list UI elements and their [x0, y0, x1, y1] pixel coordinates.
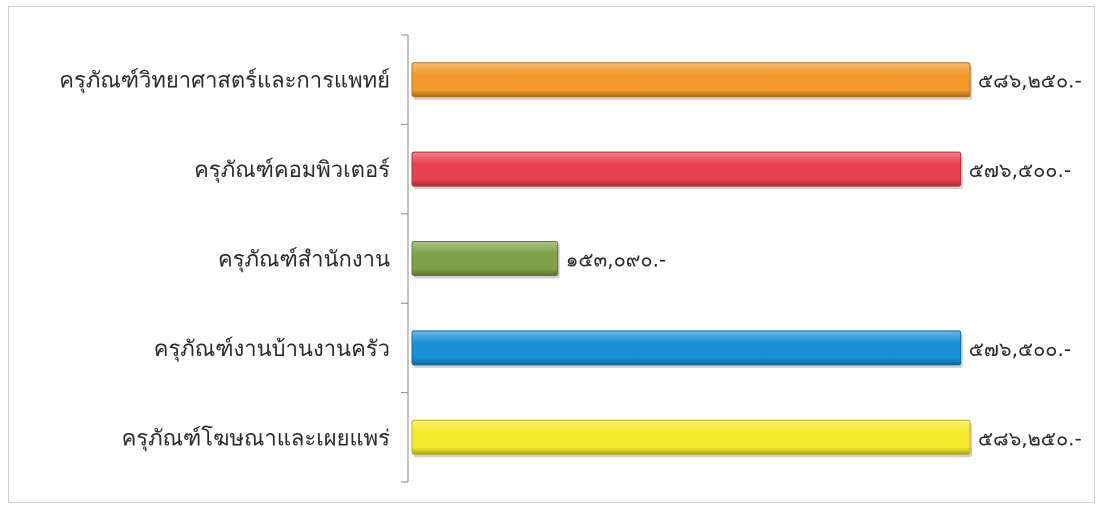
- category-label: ครุภัณฑ์สำนักงาน: [218, 248, 390, 273]
- category-label: ครุภัณฑ์วิทยาศาสตร์และการแพทย์: [59, 69, 390, 94]
- value-label: ๕๘๖,๒๕๐.-: [978, 426, 1082, 450]
- category-labels: ครุภัณฑ์วิทยาศาสตร์และการแพทย์ครุภัณฑ์คอ…: [59, 69, 390, 452]
- bars-group: [411, 62, 972, 458]
- bar-3: [411, 241, 559, 276]
- category-label: ครุภัณฑ์โฆษณาและเผยแพร่: [122, 425, 391, 451]
- bar-1: [411, 62, 971, 98]
- bar-2: [411, 151, 962, 187]
- chart-frame: [8, 6, 1095, 503]
- bar-4: [411, 330, 962, 366]
- category-label: ครุภัณฑ์งานบ้านงานครัว: [154, 337, 390, 362]
- category-label: ครุภัณฑ์คอมพิวเตอร์: [194, 158, 390, 183]
- value-labels: ๕๘๖,๒๕๐.- ๕๗๖,๕๐๐.- ๑๕๓,๐๙๐.- ๕๗๖,๕๐๐.- ๕๘๖,…: [566, 69, 1082, 451]
- value-label: ๑๕๓,๐๙๐.-: [566, 248, 667, 272]
- axis-ticks: [401, 34, 408, 483]
- bar-5: [411, 419, 971, 455]
- value-label: ๕๗๖,๕๐๐.-: [969, 158, 1071, 182]
- value-label: ๕๘๖,๒๕๐.-: [978, 69, 1082, 93]
- value-label: ๕๗๖,๕๐๐.-: [969, 337, 1071, 361]
